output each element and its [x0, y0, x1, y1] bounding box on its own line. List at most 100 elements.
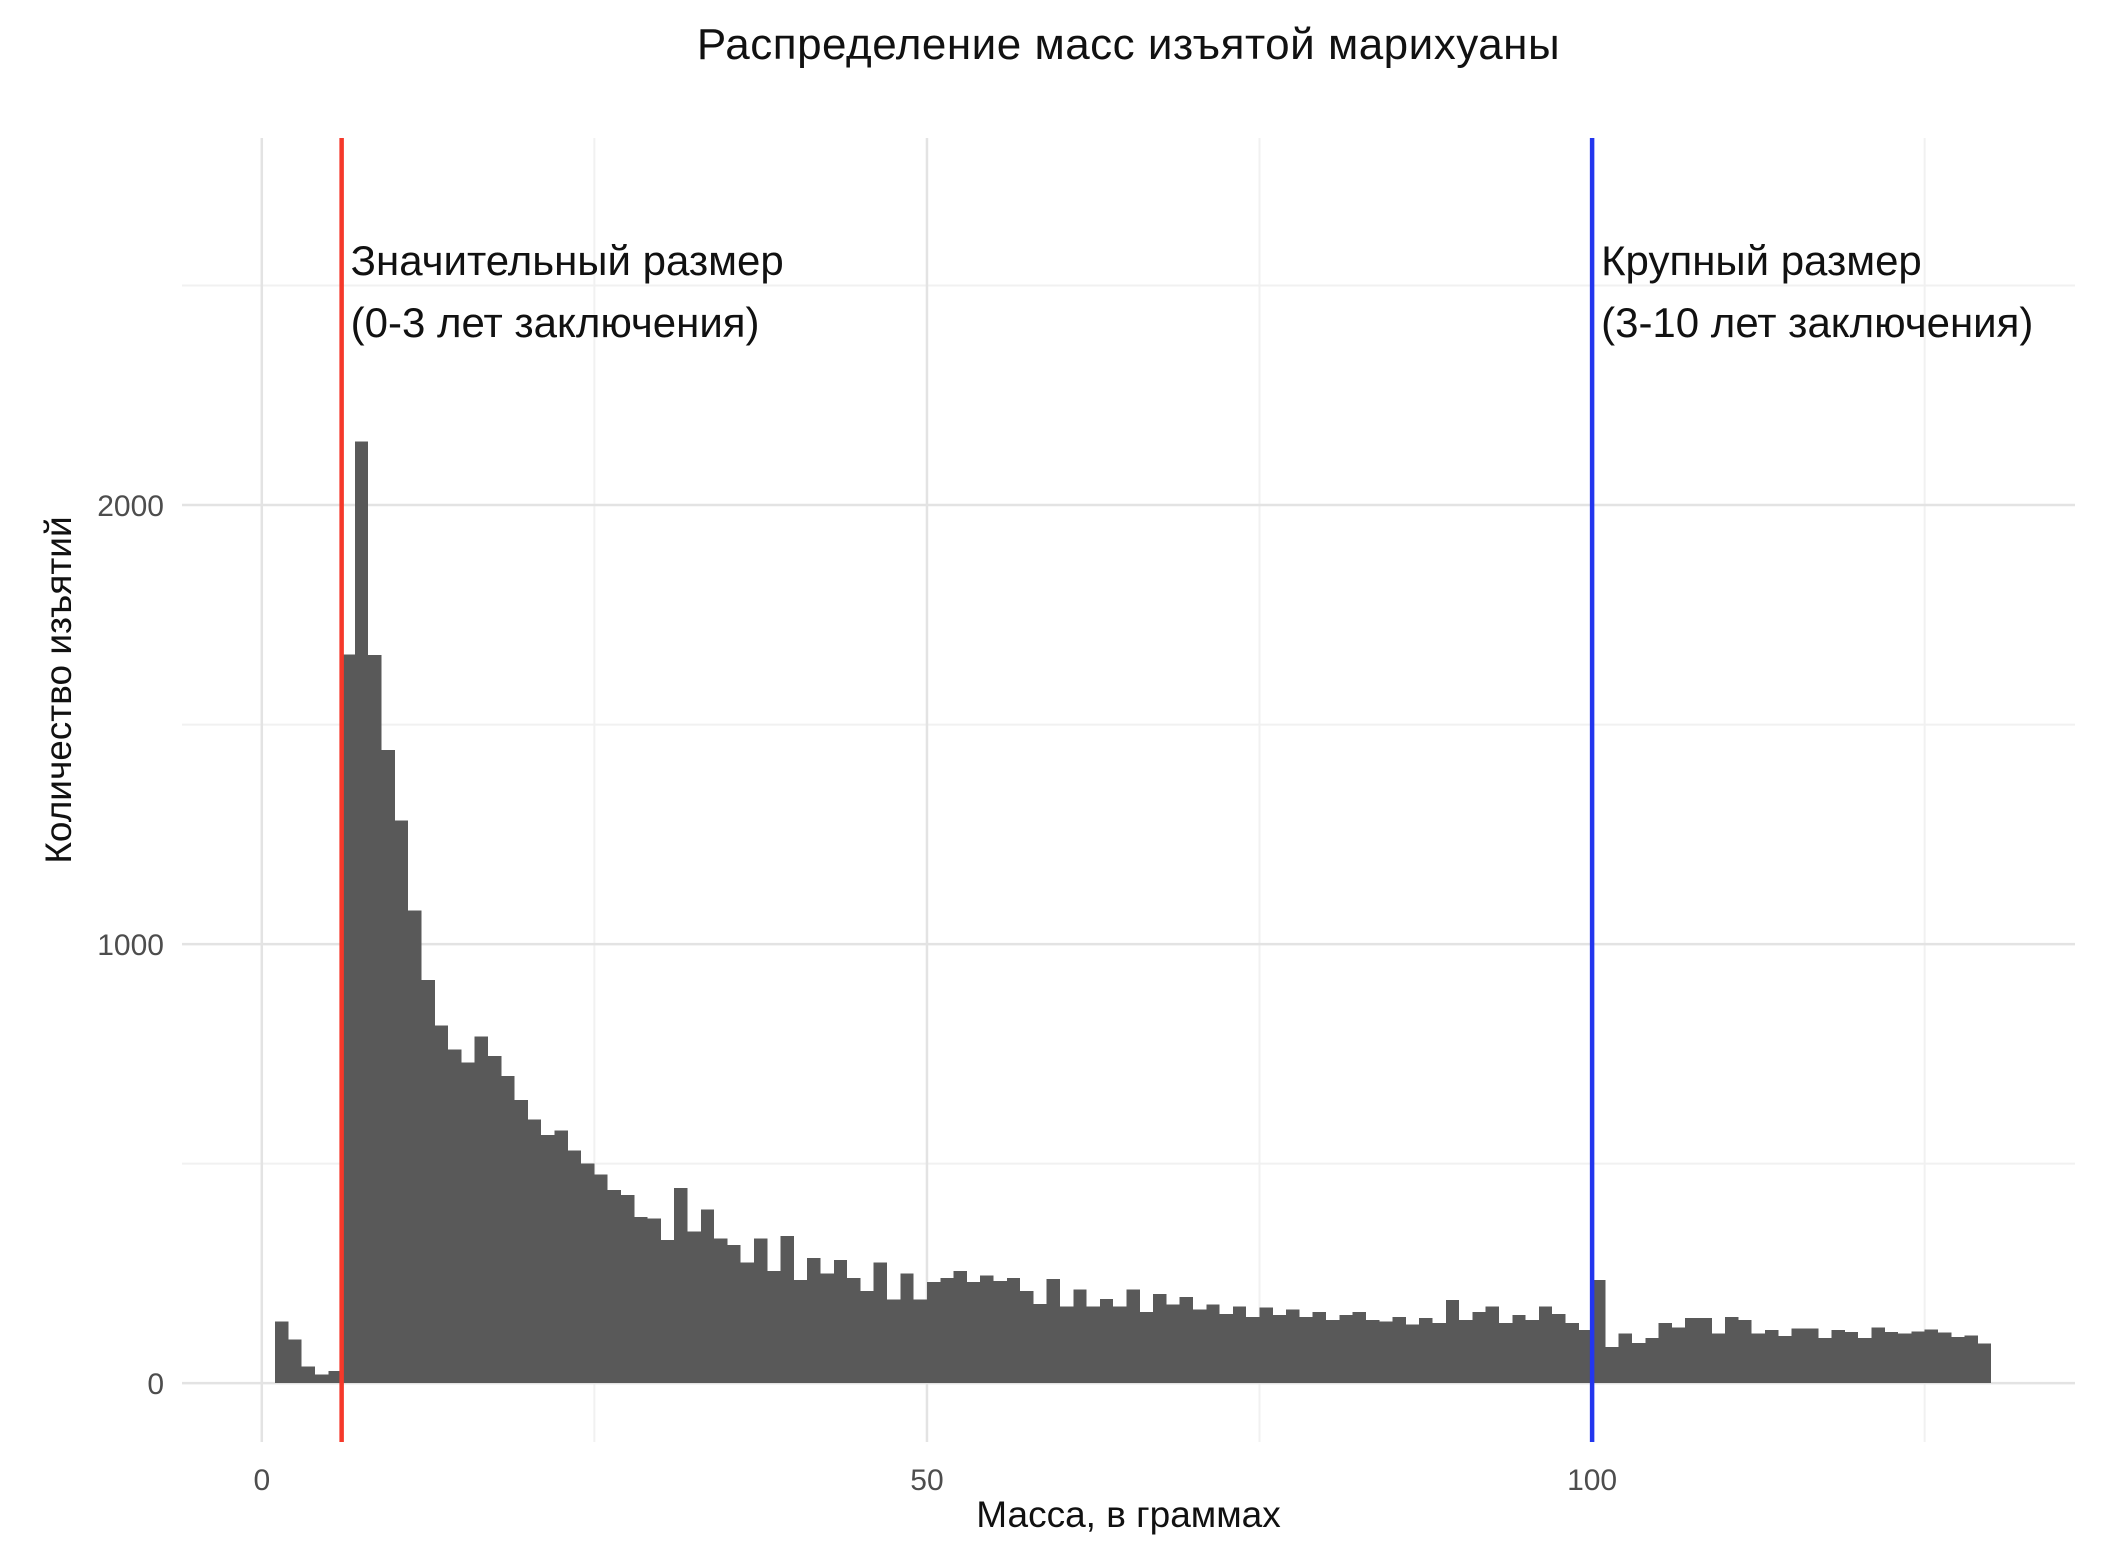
histogram-bar — [1485, 1306, 1499, 1384]
histogram-bar — [1193, 1309, 1207, 1384]
histogram-bar — [940, 1277, 954, 1384]
histogram-bar — [1299, 1316, 1313, 1384]
histogram-bar — [1751, 1333, 1766, 1384]
histogram-bar — [1326, 1319, 1340, 1384]
histogram-bar — [1937, 1332, 1952, 1384]
histogram-bar — [900, 1273, 914, 1384]
histogram-bar — [381, 750, 395, 1384]
histogram-bar — [514, 1099, 528, 1384]
histogram-bar — [1259, 1307, 1273, 1384]
histogram-bar — [1419, 1318, 1433, 1384]
histogram-bar — [727, 1244, 741, 1384]
histogram-bar — [807, 1258, 821, 1384]
histogram-bar — [1139, 1312, 1154, 1384]
histogram-bar — [1964, 1335, 1978, 1384]
histogram-bar — [1232, 1306, 1247, 1384]
histogram-bar — [1272, 1315, 1287, 1384]
histogram-bar — [913, 1299, 927, 1384]
histogram-bar — [315, 1374, 329, 1384]
histogram-bar — [1059, 1306, 1074, 1384]
histogram-bar — [1592, 1279, 1606, 1384]
histogram-bar — [1911, 1331, 1925, 1384]
y-tick-label: 2000 — [97, 490, 164, 523]
histogram-bar — [1006, 1277, 1021, 1384]
histogram-bar — [1658, 1323, 1672, 1384]
histogram-bar — [1126, 1289, 1140, 1384]
histogram-bar — [1871, 1327, 1885, 1384]
histogram-bar — [1445, 1300, 1460, 1384]
histogram-bar — [887, 1299, 901, 1384]
histogram-bar — [714, 1238, 728, 1384]
x-tick-label: 0 — [253, 1464, 270, 1497]
histogram-bar — [1951, 1337, 1965, 1384]
histogram-bar — [1352, 1312, 1366, 1384]
histogram-bar — [1924, 1329, 1938, 1384]
histogram-bar — [620, 1195, 635, 1384]
histogram-bar — [1738, 1319, 1752, 1384]
histogram-bar — [1605, 1347, 1619, 1384]
histogram-bar — [1538, 1306, 1553, 1384]
chart-title: Распределение масс изъятой марихуаны — [696, 20, 1561, 69]
histogram-bar — [1339, 1315, 1353, 1384]
histogram-bar — [301, 1366, 316, 1384]
histogram-bar — [1512, 1315, 1526, 1384]
y-tick-label: 0 — [147, 1368, 164, 1401]
histogram-bar — [1578, 1330, 1593, 1384]
histogram-bar — [833, 1260, 848, 1384]
histogram-bar — [1073, 1289, 1087, 1384]
histogram-bar — [1711, 1333, 1726, 1384]
histogram-bar — [1033, 1304, 1047, 1384]
histogram-bar — [1312, 1312, 1327, 1384]
y-tick-label: 1000 — [97, 929, 164, 962]
histogram-bar — [1844, 1331, 1859, 1384]
histogram-bar — [1432, 1323, 1446, 1384]
histogram-bar — [793, 1279, 808, 1384]
histogram-bar — [740, 1262, 755, 1384]
histogram-bar — [980, 1275, 994, 1384]
histogram-bar — [1086, 1306, 1100, 1384]
x-tick-label: 50 — [910, 1464, 943, 1497]
histogram-bar — [1884, 1331, 1899, 1384]
histogram-bar — [1392, 1316, 1406, 1384]
histogram-bar — [780, 1236, 794, 1384]
histogram-bar — [527, 1119, 542, 1384]
histogram-bar — [1698, 1318, 1712, 1384]
histogram-bar — [461, 1062, 475, 1384]
histogram-bar — [660, 1240, 675, 1384]
histogram-bar — [394, 820, 409, 1384]
histogram-bar — [1219, 1313, 1233, 1384]
histogram-bar — [607, 1189, 621, 1384]
histogram-bar — [594, 1174, 608, 1384]
histogram-bar — [1286, 1309, 1300, 1384]
histogram-bar — [288, 1339, 302, 1384]
histogram-bar — [434, 1025, 449, 1384]
histogram-bar — [1804, 1328, 1819, 1384]
histogram-bar — [448, 1049, 462, 1384]
histogram-bar — [687, 1231, 701, 1384]
histogram-bar — [1379, 1321, 1393, 1384]
histogram-bar — [408, 910, 422, 1384]
histogram-bar — [328, 1370, 342, 1384]
histogram-bar — [1206, 1304, 1220, 1384]
histogram-bar — [847, 1277, 861, 1384]
histogram-bar — [1046, 1279, 1060, 1384]
histogram-bar — [647, 1218, 661, 1384]
histogram-bar — [1166, 1304, 1180, 1384]
histogram-bar — [1618, 1333, 1633, 1384]
histogram-bar — [567, 1150, 582, 1384]
histogram-bar — [501, 1075, 515, 1384]
histogram-bar — [1525, 1319, 1539, 1384]
histogram-bar — [1472, 1312, 1486, 1384]
histogram-bar — [634, 1217, 648, 1384]
histogram-bar — [1632, 1342, 1646, 1384]
large-size-annotation: Крупный размер (3-10 лет заключения) — [1601, 230, 2033, 354]
histogram-bar — [993, 1280, 1007, 1384]
histogram-bar — [1791, 1328, 1805, 1384]
histogram-bar — [1685, 1318, 1699, 1384]
histogram-bar — [474, 1036, 488, 1384]
y-axis-title: Количество изъятий — [38, 516, 79, 864]
significant-size-annotation-line1: Значительный размер — [350, 237, 784, 284]
histogram-bar — [1818, 1337, 1832, 1384]
